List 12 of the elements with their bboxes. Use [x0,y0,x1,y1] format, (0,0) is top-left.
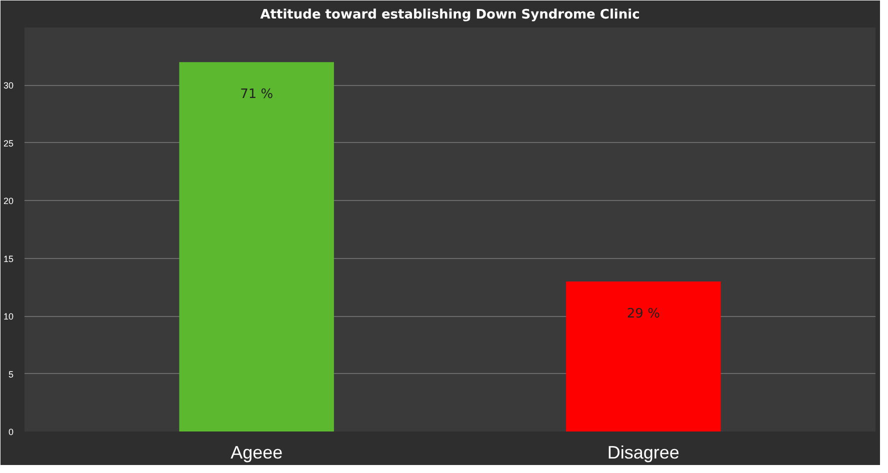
chart-title: Attitude toward establishing Down Syndrome Clinic [260,8,640,22]
y-tick-label: 25 [3,138,14,148]
annotation: 29 % [626,306,660,322]
y-tick-label: 15 [3,254,14,264]
y-tick-label: 5 [8,369,14,380]
y-tick-label: 20 [3,196,14,206]
x-tick-label: Disagree [607,442,680,462]
y-tick-label: 10 [3,312,14,322]
y-tick-label: 0 [8,427,14,437]
x-tick-label: Ageee [230,442,283,462]
y-tick-label: 30 [3,80,14,91]
annotation: 71 % [240,87,274,102]
